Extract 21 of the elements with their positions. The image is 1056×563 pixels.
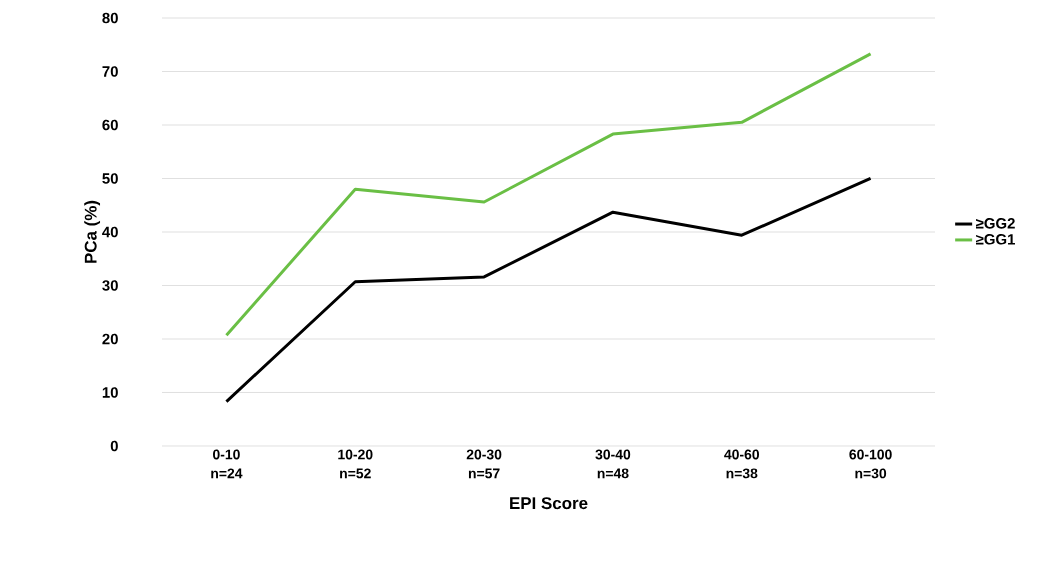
x-tick-label: 20-30 n=57	[466, 449, 502, 479]
y-tick-label: 40	[102, 226, 118, 238]
x-axis-title: EPI Score	[510, 497, 588, 510]
line-series	[224, 52, 873, 337]
y-tick-label: 70	[102, 66, 118, 77]
x-tick-label: 10-20 n=52	[338, 449, 373, 479]
y-tick-label: 10	[102, 387, 118, 398]
y-axis-title: PCa (%)	[84, 200, 101, 263]
y-tick-label: 60	[102, 119, 118, 131]
x-tick-label: 40-60 n=38	[724, 449, 760, 479]
x-tick-label: 60-100 n=30	[849, 449, 892, 479]
legend-label: ≥GG1	[976, 233, 1015, 245]
y-tick-label: 30	[102, 280, 118, 291]
x-tick-label: 0-10 n=24	[211, 449, 243, 479]
y-tick-label: 0	[110, 440, 118, 452]
line-series	[224, 176, 873, 404]
y-tick-label: 80	[102, 12, 118, 24]
y-tick-label: 20	[102, 333, 118, 345]
y-tick-label: 50	[102, 173, 118, 184]
legend-label: ≥GG2	[976, 218, 1015, 229]
x-tick-label: 30-40 n=48	[595, 449, 631, 479]
